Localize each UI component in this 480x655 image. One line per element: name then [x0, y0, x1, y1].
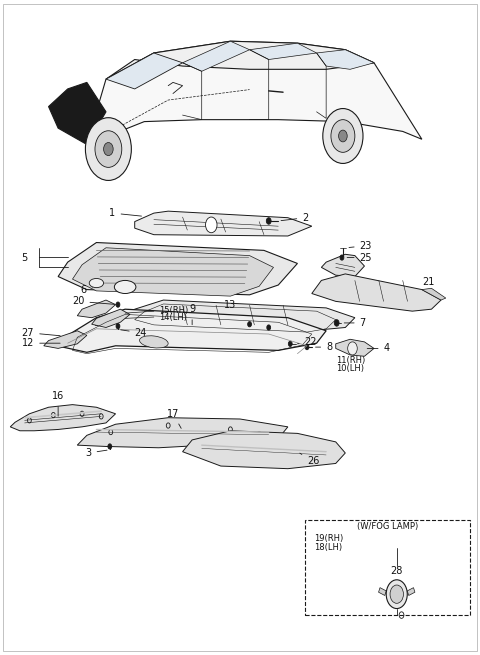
- Text: 17: 17: [167, 409, 181, 428]
- Circle shape: [331, 120, 355, 153]
- Polygon shape: [312, 274, 441, 311]
- Text: 20: 20: [72, 296, 115, 307]
- Circle shape: [338, 130, 347, 142]
- Polygon shape: [125, 300, 355, 330]
- Circle shape: [108, 444, 112, 449]
- Text: 2: 2: [281, 213, 309, 223]
- Circle shape: [116, 302, 120, 307]
- Polygon shape: [48, 83, 106, 145]
- Text: 27: 27: [22, 328, 60, 338]
- Polygon shape: [317, 50, 374, 69]
- Polygon shape: [407, 588, 415, 595]
- Ellipse shape: [140, 336, 168, 348]
- Text: (W/FOG LAMP): (W/FOG LAMP): [357, 522, 418, 531]
- Polygon shape: [58, 242, 298, 295]
- Circle shape: [390, 585, 404, 603]
- Bar: [305, 520, 470, 615]
- Polygon shape: [322, 254, 364, 276]
- Circle shape: [85, 118, 132, 180]
- Text: 24: 24: [120, 328, 147, 338]
- Polygon shape: [135, 211, 312, 236]
- Text: 18(LH): 18(LH): [314, 543, 342, 552]
- Circle shape: [340, 255, 344, 260]
- Text: 19(RH): 19(RH): [314, 534, 343, 543]
- Polygon shape: [379, 588, 386, 595]
- Circle shape: [116, 324, 120, 329]
- Text: 26: 26: [300, 453, 319, 466]
- Circle shape: [104, 143, 113, 156]
- Circle shape: [323, 109, 363, 164]
- Text: 16: 16: [52, 391, 64, 416]
- Ellipse shape: [89, 278, 104, 288]
- Text: 1: 1: [109, 208, 142, 218]
- Circle shape: [386, 580, 407, 608]
- Polygon shape: [92, 309, 130, 328]
- Text: 14(LH): 14(LH): [158, 313, 187, 322]
- Text: 21: 21: [422, 277, 434, 287]
- Circle shape: [288, 341, 292, 346]
- Text: 15(RH): 15(RH): [158, 306, 188, 315]
- Text: 7: 7: [344, 318, 366, 328]
- Circle shape: [305, 345, 309, 350]
- Text: 10(LH): 10(LH): [336, 364, 364, 373]
- Text: 9: 9: [189, 304, 195, 325]
- Polygon shape: [250, 43, 317, 60]
- Text: 4: 4: [367, 343, 390, 354]
- Circle shape: [334, 320, 339, 326]
- Polygon shape: [182, 41, 250, 71]
- Circle shape: [95, 131, 122, 168]
- Circle shape: [95, 320, 98, 326]
- Polygon shape: [77, 300, 116, 318]
- Polygon shape: [10, 405, 116, 431]
- Text: 6: 6: [81, 284, 96, 295]
- Polygon shape: [77, 418, 288, 448]
- Circle shape: [348, 342, 357, 355]
- Circle shape: [248, 322, 252, 327]
- Text: 28: 28: [391, 566, 403, 576]
- Text: 11(RH): 11(RH): [336, 356, 365, 365]
- Circle shape: [267, 325, 271, 330]
- Polygon shape: [63, 309, 326, 352]
- Polygon shape: [106, 53, 182, 89]
- Polygon shape: [106, 41, 374, 79]
- Ellipse shape: [114, 280, 136, 293]
- Text: 12: 12: [22, 338, 60, 348]
- Text: 8: 8: [315, 342, 332, 352]
- Polygon shape: [182, 431, 345, 469]
- Polygon shape: [87, 41, 422, 145]
- Circle shape: [266, 217, 271, 224]
- Text: 3: 3: [85, 448, 107, 458]
- Circle shape: [114, 315, 118, 320]
- Text: 13: 13: [224, 299, 237, 310]
- Text: 22: 22: [298, 337, 317, 347]
- Text: 25: 25: [347, 253, 372, 263]
- Text: 23: 23: [349, 241, 372, 251]
- Circle shape: [205, 217, 217, 233]
- Polygon shape: [336, 339, 374, 356]
- Polygon shape: [72, 248, 274, 296]
- Polygon shape: [44, 331, 87, 348]
- Text: 5: 5: [22, 253, 28, 263]
- Polygon shape: [422, 288, 446, 300]
